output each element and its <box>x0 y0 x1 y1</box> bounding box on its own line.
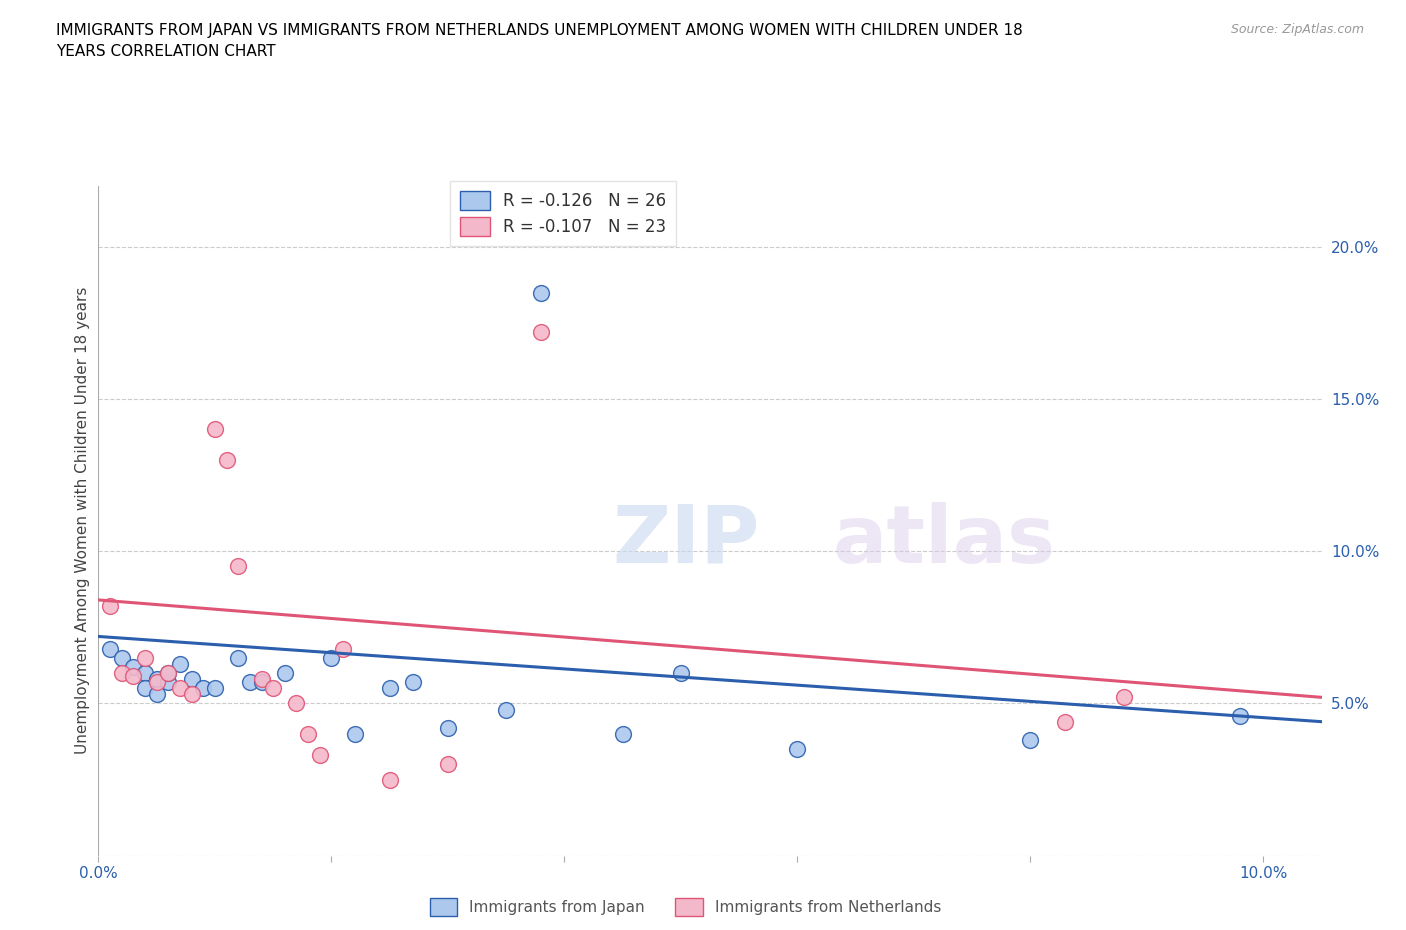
Point <box>239 674 262 689</box>
Point <box>1054 714 1077 729</box>
Point <box>98 641 121 656</box>
Point <box>157 666 180 681</box>
Point <box>145 674 167 689</box>
Point <box>530 325 553 339</box>
Point <box>437 721 460 736</box>
Point <box>157 666 180 681</box>
Point <box>180 687 202 702</box>
Legend: Immigrants from Japan, Immigrants from Netherlands: Immigrants from Japan, Immigrants from N… <box>423 892 948 922</box>
Point <box>122 659 145 674</box>
Point <box>669 666 692 681</box>
Point <box>98 599 121 614</box>
Point <box>285 696 308 711</box>
Point <box>226 650 249 665</box>
Point <box>343 726 366 741</box>
Point <box>332 641 354 656</box>
Point <box>145 671 167 686</box>
Point <box>321 650 343 665</box>
Point <box>1112 690 1135 705</box>
Point <box>226 559 249 574</box>
Y-axis label: Unemployment Among Women with Children Under 18 years: Unemployment Among Women with Children U… <box>75 287 90 754</box>
Text: IMMIGRANTS FROM JAPAN VS IMMIGRANTS FROM NETHERLANDS UNEMPLOYMENT AMONG WOMEN WI: IMMIGRANTS FROM JAPAN VS IMMIGRANTS FROM… <box>56 23 1024 38</box>
Point <box>262 681 284 696</box>
Text: Source: ZipAtlas.com: Source: ZipAtlas.com <box>1230 23 1364 36</box>
Point <box>169 657 191 671</box>
Point <box>378 772 401 787</box>
Point <box>193 681 215 696</box>
Point <box>134 681 156 696</box>
Point <box>145 687 167 702</box>
Point <box>1229 708 1251 723</box>
Point <box>111 666 134 681</box>
Point <box>274 666 297 681</box>
Point <box>111 650 134 665</box>
Text: ZIP: ZIP <box>612 502 759 580</box>
Point <box>250 674 273 689</box>
Point <box>134 650 156 665</box>
Point <box>204 681 226 696</box>
Point <box>308 748 330 763</box>
Point <box>402 674 425 689</box>
Point <box>437 757 460 772</box>
Point <box>1019 733 1042 748</box>
Point <box>215 453 238 468</box>
Point <box>134 666 156 681</box>
Text: atlas: atlas <box>832 502 1056 580</box>
Point <box>530 286 553 300</box>
Point <box>297 726 319 741</box>
Point <box>378 681 401 696</box>
Point <box>180 671 202 686</box>
Point <box>122 669 145 684</box>
Point <box>250 671 273 686</box>
Point <box>786 741 808 756</box>
Text: YEARS CORRELATION CHART: YEARS CORRELATION CHART <box>56 44 276 59</box>
Point <box>612 726 634 741</box>
Point <box>157 674 180 689</box>
Point <box>169 681 191 696</box>
Point <box>204 422 226 437</box>
Point <box>495 702 517 717</box>
